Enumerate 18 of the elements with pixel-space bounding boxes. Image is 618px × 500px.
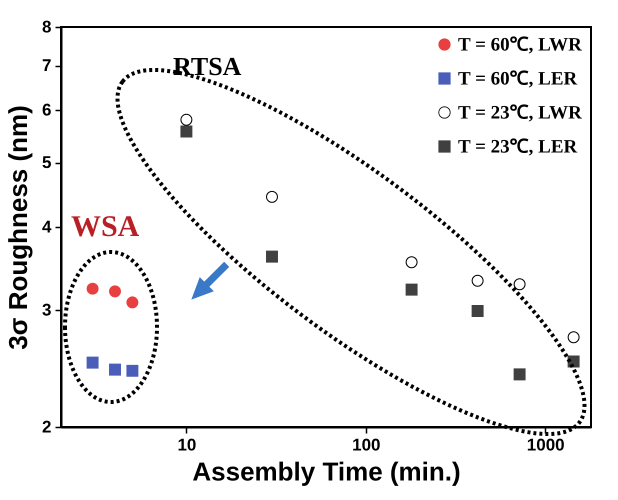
- y-axis-title: 3σ Roughness (nm): [3, 105, 34, 350]
- x-tick-label: 1000: [526, 436, 565, 454]
- y-tick-label: 7: [42, 56, 52, 76]
- y-tick-label: 3: [42, 300, 52, 320]
- y-tick-label: 6: [42, 100, 52, 120]
- y-tick-label: 8: [42, 18, 52, 36]
- x-axis-title: Assembly Time (min.): [192, 456, 461, 486]
- legend-label: T = 23℃, LER: [458, 136, 578, 158]
- y-tick-label: 5: [42, 153, 52, 172]
- y-tick-label: 4: [42, 218, 52, 236]
- legend-label: T = 60℃, LWR: [458, 34, 582, 56]
- y-tick-label: 2: [42, 418, 52, 436]
- x-tick-label: 100: [352, 436, 380, 454]
- x-tick-label: 10: [177, 436, 196, 454]
- annotation: RTSA: [173, 52, 242, 81]
- legend-label: T = 23℃, LWR: [458, 102, 582, 124]
- annotation: WSA: [71, 210, 140, 243]
- legend-label: T = 60℃, LER: [458, 68, 578, 90]
